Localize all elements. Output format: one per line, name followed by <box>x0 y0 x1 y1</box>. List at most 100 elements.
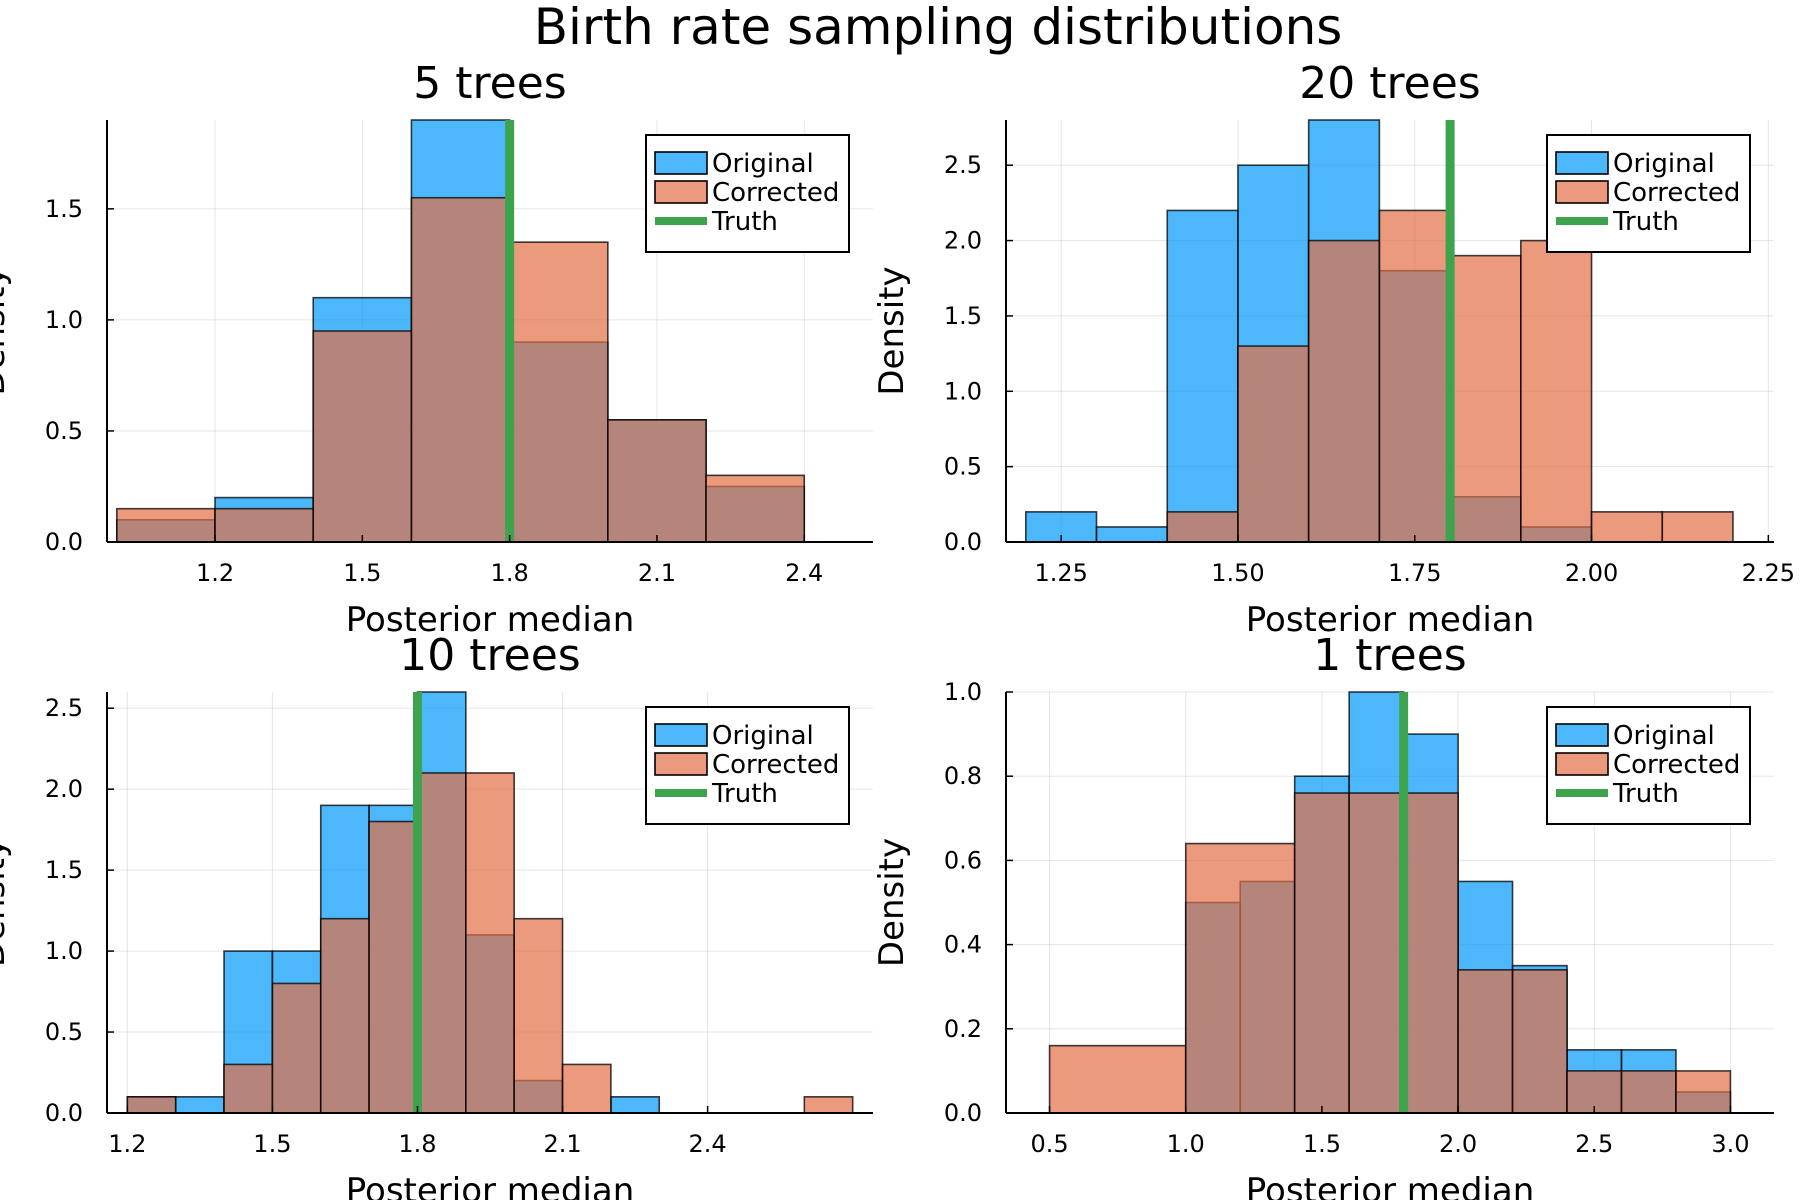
legend-swatch <box>654 151 708 175</box>
corrected-bar <box>705 474 806 543</box>
y-tick-label: 1.0 <box>45 306 83 334</box>
y-tick-label: 2.5 <box>45 694 83 722</box>
corrected-bar <box>1620 1070 1677 1114</box>
corrected-bar <box>271 982 322 1114</box>
subplot-1: 1.2 1.5 1.8 2.1 2.4 0.0 0.5 1.0 1.5 5 trees Poster… <box>0 58 873 640</box>
legend-label: Original <box>712 149 814 179</box>
figure-title: Birth rate sampling distributions <box>534 0 1343 56</box>
subplot-2: 1.25 1.50 1.75 2.00 2.25 0.0 0.5 1.0 1.5 2.0 2.5 20… <box>872 58 1795 640</box>
legend-swatch <box>654 180 708 204</box>
y-axis-label: Density <box>0 266 13 395</box>
x-tick-label: 1.5 <box>343 559 381 587</box>
y-tick-label: 0.0 <box>45 1099 83 1127</box>
x-tick-label: 2.4 <box>785 559 823 587</box>
y-tick-label: 2.0 <box>944 227 982 255</box>
legend-swatch <box>654 723 708 747</box>
corrected-bar <box>368 820 419 1114</box>
x-tick-label: 3.0 <box>1711 1130 1749 1158</box>
x-tick-label: 2.0 <box>1439 1130 1477 1158</box>
corrected-bar <box>319 917 370 1114</box>
corrected-bar <box>1166 511 1239 543</box>
x-axis-label: Posterior median <box>1246 600 1535 640</box>
corrected-bar <box>1348 792 1405 1114</box>
corrected-bar <box>607 419 707 543</box>
x-tick-label: 1.2 <box>108 1130 146 1158</box>
corrected-bar <box>1237 345 1310 543</box>
legend-label: Original <box>1613 721 1715 751</box>
legend-label: Truth <box>711 779 778 809</box>
corrected-bar <box>561 1063 612 1114</box>
corrected-bar <box>1457 969 1514 1114</box>
corrected-bar <box>116 507 216 543</box>
y-tick-label: 0.8 <box>944 762 982 790</box>
y-axis-label: Density <box>0 838 13 967</box>
x-tick-label: 1.75 <box>1388 559 1441 587</box>
legend-label: Corrected <box>712 178 839 208</box>
corrected-bar <box>1590 511 1664 543</box>
x-tick-label: 2.25 <box>1742 559 1795 587</box>
corrected-bar <box>223 1063 274 1114</box>
original-bar <box>1166 209 1239 543</box>
corrected-bar <box>1520 239 1593 543</box>
legend-label: Original <box>712 721 814 751</box>
legend-swatch <box>1555 180 1609 204</box>
subplot-title: 5 trees <box>413 58 566 109</box>
corrected-bar <box>803 1096 854 1114</box>
corrected-bar <box>1378 209 1451 543</box>
original-bar <box>1095 526 1169 543</box>
x-tick-label: 1.8 <box>491 559 529 587</box>
y-tick-label: 0.0 <box>944 528 982 556</box>
y-tick-label: 0.0 <box>45 528 83 556</box>
legend-label: Corrected <box>1613 178 1740 208</box>
x-axis-label: Posterior median <box>346 1171 635 1200</box>
y-tick-label: 1.0 <box>944 678 982 706</box>
y-tick-label: 0.2 <box>944 1015 982 1043</box>
corrected-bar <box>126 1096 177 1114</box>
x-tick-label: 2.5 <box>1575 1130 1613 1158</box>
x-tick-label: 0.5 <box>1030 1130 1068 1158</box>
corrected-bar <box>416 772 467 1114</box>
y-tick-label: 1.0 <box>45 937 83 965</box>
y-axis-label: Density <box>872 266 912 395</box>
corrected-bar <box>410 196 511 543</box>
corrected-bar <box>1293 792 1350 1114</box>
x-axis-label: Posterior median <box>1246 1171 1535 1200</box>
y-tick-label: 0.4 <box>944 931 982 959</box>
y-tick-label: 1.0 <box>944 377 982 405</box>
subplot-title: 10 trees <box>399 630 580 681</box>
x-tick-label: 2.1 <box>543 1130 581 1158</box>
corrected-bar <box>1307 239 1381 543</box>
legend-label: Corrected <box>712 750 839 780</box>
corrected-bar <box>1566 1070 1623 1114</box>
y-tick-label: 0.5 <box>45 417 83 445</box>
x-tick-label: 1.5 <box>1303 1130 1341 1158</box>
y-tick-label: 0.6 <box>944 846 982 874</box>
y-tick-label: 0.0 <box>944 1099 982 1127</box>
corrected-bar <box>1661 511 1734 543</box>
x-tick-label: 2.00 <box>1565 559 1618 587</box>
corrected-bar <box>1511 969 1568 1114</box>
x-tick-label: 1.0 <box>1167 1130 1205 1158</box>
corrected-bar <box>508 241 609 543</box>
legend-swatch <box>1555 151 1609 175</box>
corrected-bar <box>312 330 413 543</box>
x-tick-label: 1.50 <box>1211 559 1264 587</box>
y-tick-label: 1.5 <box>45 195 83 223</box>
y-tick-label: 1.5 <box>944 302 982 330</box>
original-bar <box>174 1096 225 1114</box>
subplot-title: 1 trees <box>1313 630 1466 681</box>
subplot-3: 1.2 1.5 1.8 2.1 2.4 0.0 0.5 1.0 1.5 2.0 2.5 10 tree… <box>0 630 873 1200</box>
y-tick-label: 0.5 <box>944 453 982 481</box>
x-axis-label: Posterior median <box>346 600 635 640</box>
subplot-title: 20 trees <box>1299 58 1480 109</box>
legend-swatch <box>654 752 708 776</box>
x-tick-label: 1.5 <box>253 1130 291 1158</box>
corrected-bar <box>214 507 315 543</box>
legend-label: Truth <box>1612 207 1679 237</box>
corrected-bar <box>1675 1070 1732 1114</box>
